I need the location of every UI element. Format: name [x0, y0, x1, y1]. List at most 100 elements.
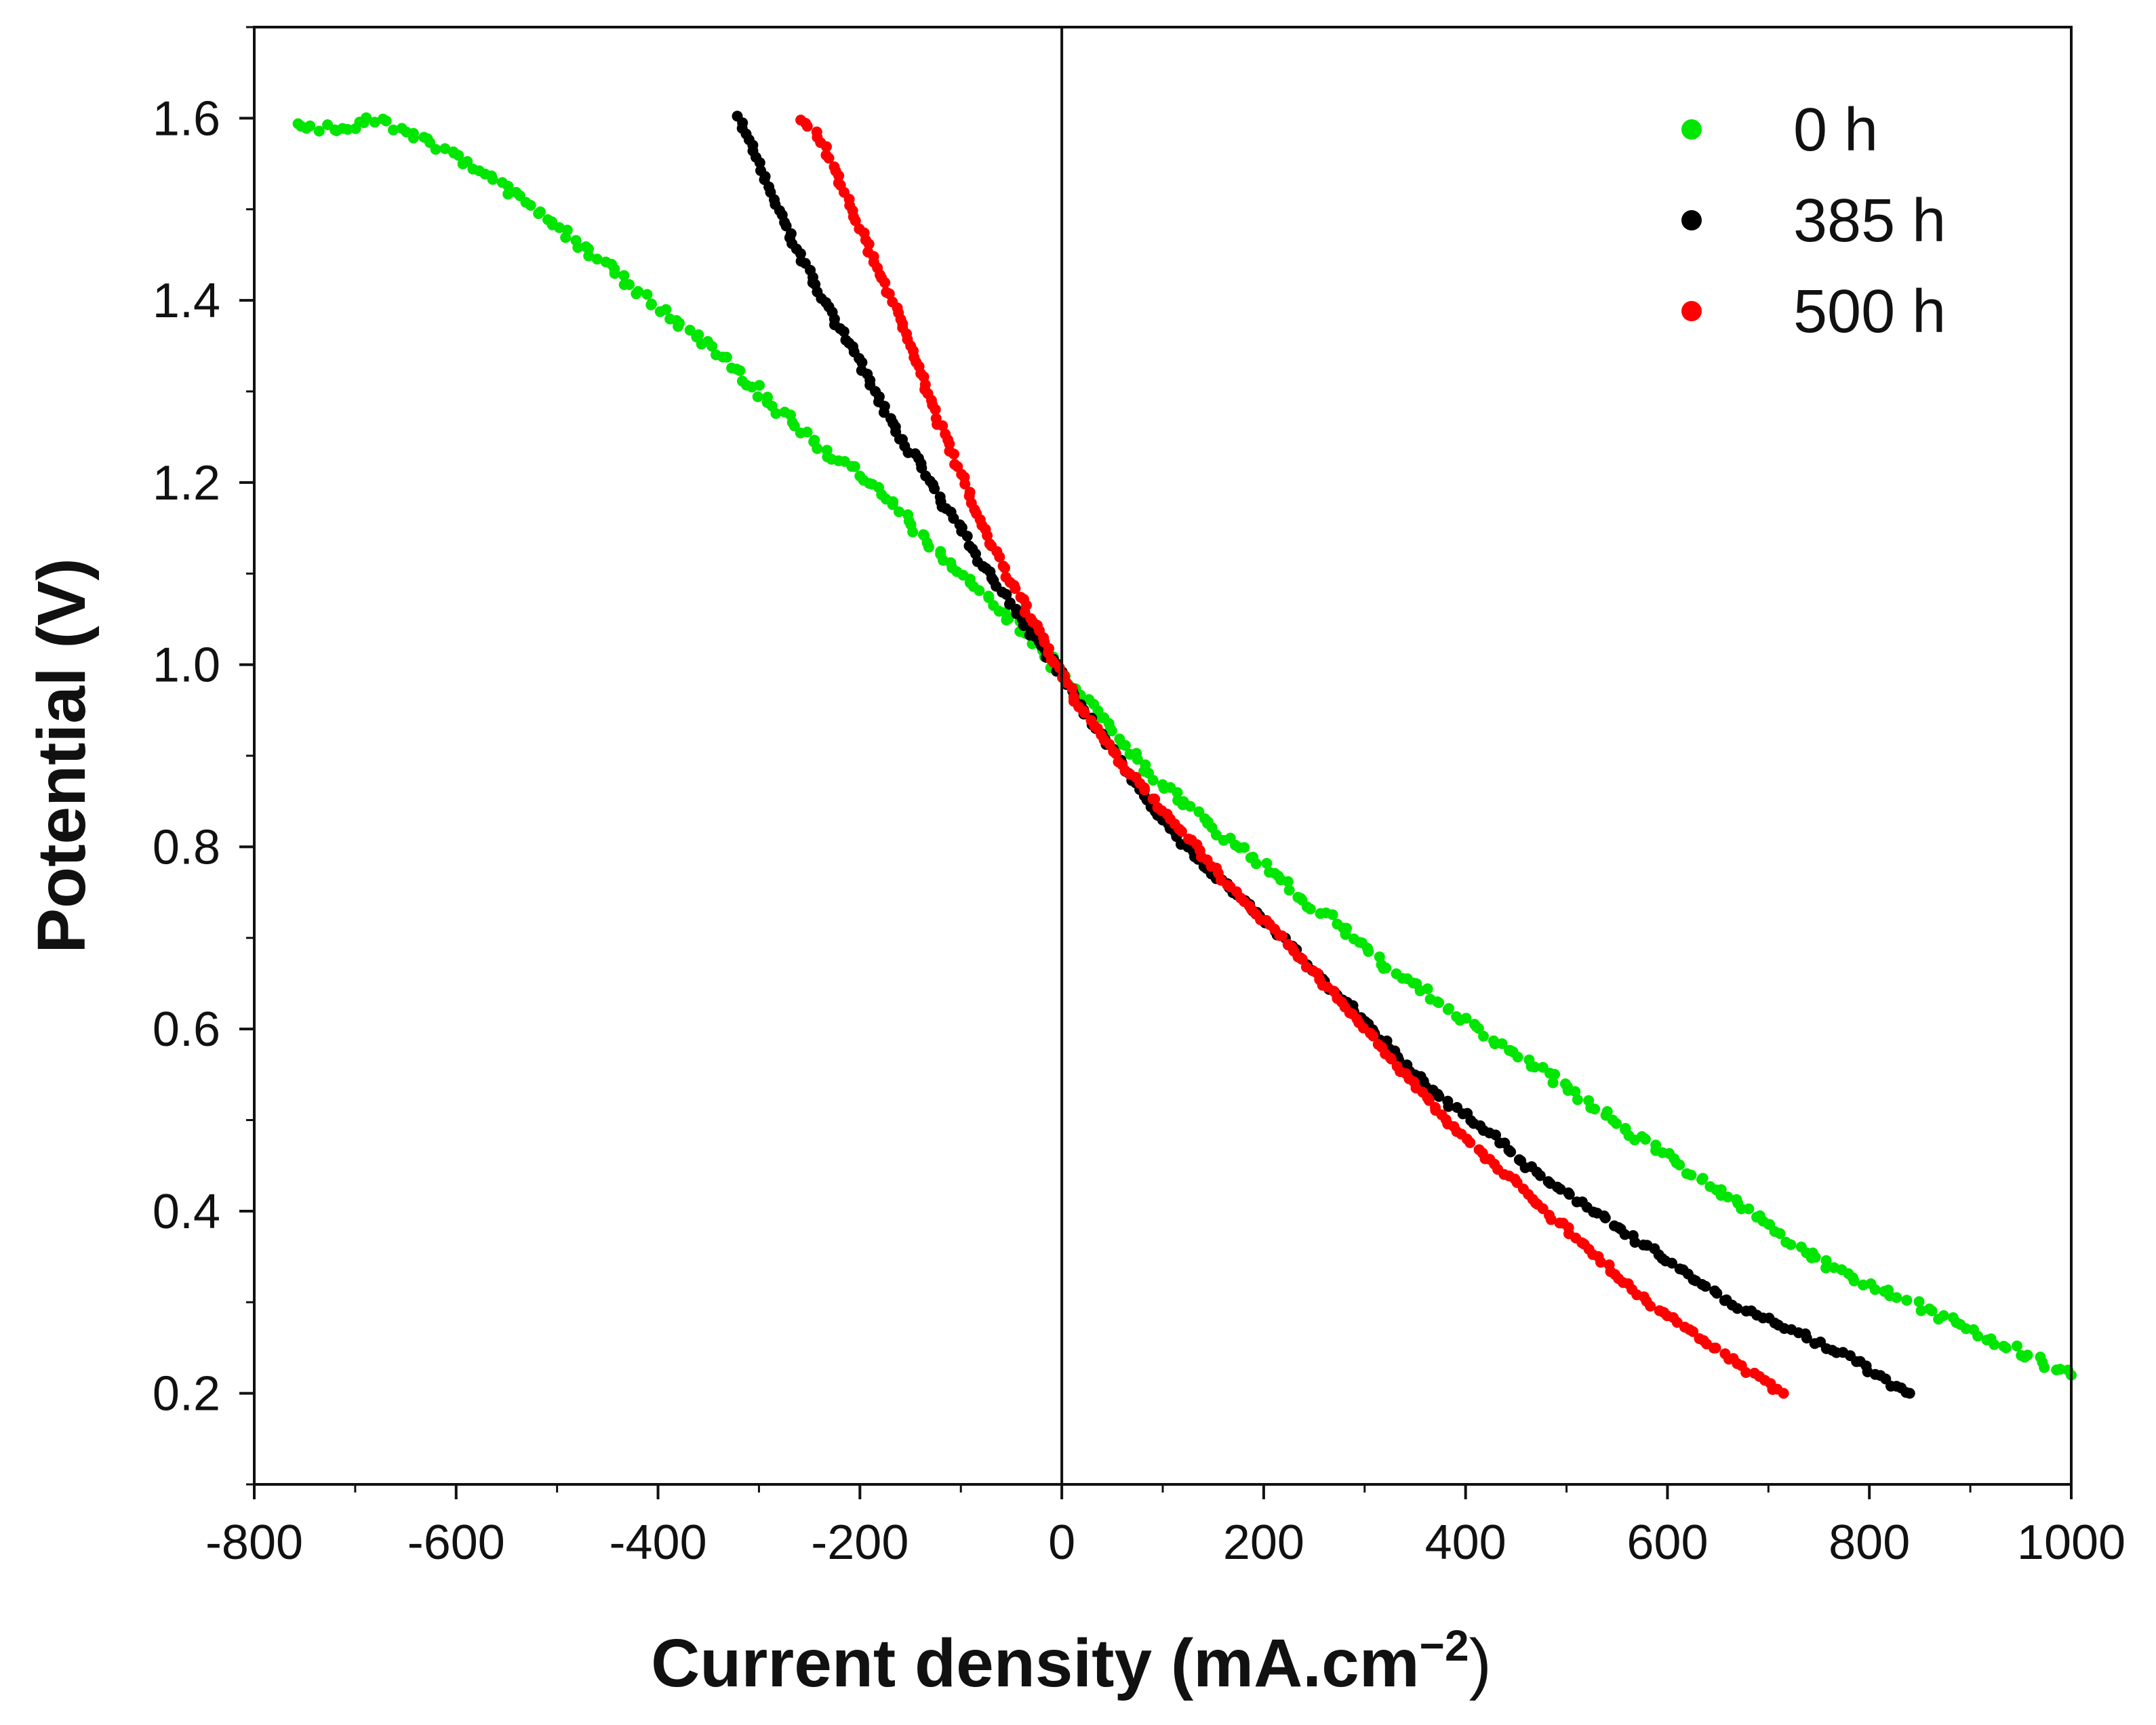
data-point — [1003, 613, 1014, 624]
data-point — [1629, 1236, 1641, 1248]
data-point — [1563, 1189, 1575, 1200]
data-point — [533, 208, 544, 220]
data-point — [572, 242, 584, 253]
data-point — [487, 174, 498, 185]
data-point — [1913, 1296, 1925, 1307]
data-point — [1380, 962, 1392, 974]
data-point — [1423, 1095, 1435, 1106]
data-point — [1184, 800, 1196, 812]
data-point — [361, 112, 372, 123]
data-point — [937, 420, 949, 432]
data-point — [1066, 683, 1078, 694]
axes-layer: -800 -600 -400 -200 0 200 400 600 800 1000 0.2 0.4 0… — [153, 26, 2125, 1570]
data-point — [439, 143, 451, 155]
data-point — [894, 506, 904, 518]
data-point — [2000, 1342, 2012, 1354]
data-point — [1282, 876, 1294, 887]
data-point — [1363, 946, 1374, 957]
data-point — [1473, 1023, 1484, 1034]
data-point — [1149, 793, 1161, 805]
data-point — [1368, 1030, 1379, 1042]
data-point — [1711, 1288, 1723, 1299]
data-point — [1666, 1257, 1678, 1269]
data-point — [1139, 784, 1151, 796]
data-point — [1595, 1257, 1606, 1268]
data-point — [1697, 1173, 1709, 1184]
data-point — [560, 232, 572, 243]
data-point — [1645, 1301, 1656, 1312]
y-tick-label: 1.4 — [153, 274, 220, 328]
data-point — [1239, 842, 1250, 853]
data-point — [1700, 1280, 1711, 1292]
series-385h — [732, 110, 1915, 1399]
legend-marker-500h — [1681, 301, 1702, 321]
data-point — [1710, 1342, 1721, 1354]
data-point — [982, 530, 993, 542]
x-tick-label: -800 — [205, 1516, 303, 1570]
x-tick-label: 800 — [1829, 1516, 1910, 1570]
data-point — [1785, 1239, 1797, 1251]
data-point — [1685, 1169, 1697, 1181]
legend-label-500h: 500 h — [1793, 278, 1946, 346]
data-point — [849, 461, 860, 472]
data-point — [546, 216, 558, 228]
data-point — [1106, 725, 1117, 737]
data-point — [994, 551, 1005, 563]
y-tick-label: 0.6 — [153, 1002, 220, 1057]
data-point — [2039, 1362, 2050, 1373]
data-point — [1176, 826, 1187, 837]
data-point — [1505, 1146, 1517, 1158]
data-point — [974, 585, 985, 596]
data-point — [1572, 1094, 1583, 1105]
data-point — [1901, 1295, 1913, 1306]
data-point — [1172, 787, 1183, 798]
data-point — [1820, 1262, 1832, 1274]
data-point — [1774, 1228, 1786, 1239]
y-tick-label: 0.4 — [153, 1185, 220, 1239]
data-point — [313, 125, 325, 137]
data-point — [887, 499, 898, 510]
data-point — [1904, 1387, 1915, 1399]
y-tick-label: 1.0 — [153, 638, 220, 693]
data-point — [809, 434, 820, 446]
x-axis-title-main: Current density (mA.cm — [651, 1625, 1420, 1701]
data-point — [1010, 583, 1021, 594]
x-axis-title-superscript: −2 — [1420, 1621, 1469, 1670]
data-point — [1639, 1133, 1651, 1145]
data-point — [624, 279, 635, 290]
data-point — [721, 352, 732, 363]
data-point — [961, 531, 973, 542]
data-point — [1327, 909, 1338, 920]
data-point — [1340, 929, 1351, 940]
legend-marker-0h — [1681, 119, 1702, 140]
data-point — [1304, 904, 1316, 915]
data-point — [1110, 748, 1121, 759]
data-point — [1589, 1103, 1601, 1115]
data-point — [1386, 1053, 1397, 1065]
data-point — [618, 270, 630, 281]
data-point — [856, 357, 868, 368]
data-point — [583, 250, 595, 262]
plot-frame — [253, 26, 2073, 1486]
data-point — [462, 156, 473, 167]
data-point — [752, 391, 763, 403]
data-point — [1545, 1214, 1557, 1225]
data-point — [380, 115, 392, 127]
data-point — [2022, 1349, 2033, 1361]
data-point — [1722, 1192, 1734, 1202]
x-axis-title-close: ) — [1469, 1625, 1492, 1701]
data-point — [907, 526, 919, 537]
data-point — [1295, 893, 1306, 904]
data-point — [1869, 1284, 1881, 1295]
data-point — [1490, 1129, 1501, 1141]
data-point — [801, 426, 813, 438]
data-point — [1079, 707, 1090, 718]
data-layer — [292, 110, 2077, 1399]
data-point — [1433, 1091, 1445, 1102]
y-axis-title: Potential (V) — [24, 558, 100, 953]
data-point — [1283, 885, 1295, 896]
y-tick-label: 1.2 — [153, 456, 220, 510]
data-point — [930, 404, 941, 415]
